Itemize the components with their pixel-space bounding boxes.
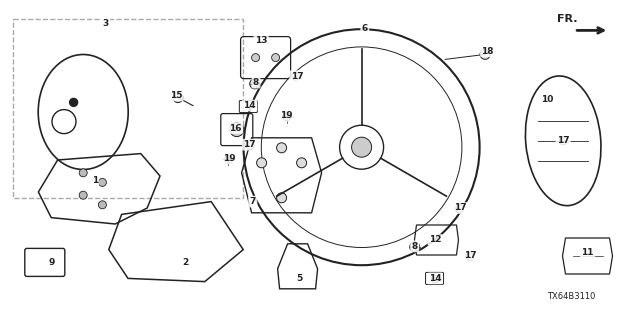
Text: 10: 10 (541, 95, 554, 104)
Circle shape (480, 49, 490, 60)
Circle shape (276, 143, 287, 153)
Text: 15: 15 (170, 91, 182, 100)
Circle shape (296, 158, 307, 168)
Text: 5: 5 (296, 274, 303, 283)
Text: 6: 6 (362, 24, 368, 33)
Text: 12: 12 (429, 236, 442, 244)
Circle shape (79, 191, 87, 199)
Text: 14: 14 (429, 274, 442, 283)
Text: 18: 18 (481, 47, 494, 56)
Circle shape (456, 205, 463, 213)
Text: 17: 17 (464, 252, 477, 260)
Circle shape (79, 169, 87, 177)
Text: 17: 17 (454, 204, 467, 212)
Circle shape (283, 113, 291, 121)
Text: 19: 19 (280, 111, 292, 120)
Text: 8: 8 (412, 242, 418, 251)
Text: 8: 8 (253, 78, 259, 87)
Text: 17: 17 (291, 72, 303, 81)
Text: 7: 7 (250, 197, 256, 206)
Circle shape (99, 201, 106, 209)
Text: 13: 13 (255, 36, 268, 44)
Circle shape (559, 137, 567, 145)
Text: 9: 9 (48, 258, 54, 267)
Circle shape (351, 137, 372, 157)
Circle shape (252, 53, 260, 61)
Circle shape (271, 53, 280, 61)
Circle shape (99, 179, 106, 186)
Text: 1: 1 (92, 176, 98, 185)
Circle shape (410, 242, 420, 252)
Circle shape (225, 156, 232, 164)
Circle shape (70, 99, 77, 107)
Circle shape (230, 123, 244, 137)
Text: 11: 11 (581, 248, 594, 257)
Text: FR.: FR. (557, 14, 577, 24)
Text: TX64B3110: TX64B3110 (547, 292, 595, 301)
Circle shape (173, 92, 183, 103)
Circle shape (292, 72, 300, 80)
Circle shape (246, 141, 254, 150)
Circle shape (276, 193, 287, 203)
Circle shape (250, 79, 260, 89)
Text: 17: 17 (557, 136, 570, 145)
Circle shape (257, 158, 267, 168)
Text: 14: 14 (243, 101, 256, 110)
Circle shape (466, 253, 474, 260)
Circle shape (431, 275, 439, 283)
Text: 2: 2 (182, 258, 189, 267)
Text: 17: 17 (243, 140, 256, 149)
Text: 3: 3 (102, 19, 109, 28)
Text: 19: 19 (223, 154, 236, 163)
Text: 16: 16 (229, 124, 242, 132)
